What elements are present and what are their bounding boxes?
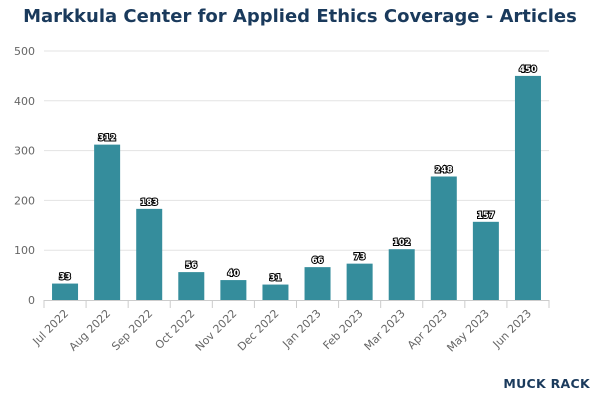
bar — [346, 263, 373, 300]
data-label: 31 — [270, 274, 282, 284]
bar — [304, 267, 331, 300]
data-label: 248 — [435, 165, 453, 175]
bar — [430, 176, 457, 300]
y-tick-label: 300 — [14, 145, 35, 158]
y-tick-label: 100 — [14, 244, 35, 257]
data-label: 183 — [140, 198, 158, 208]
data-label: 450 — [519, 65, 537, 75]
data-label: 40 — [227, 269, 239, 279]
bar — [178, 272, 205, 300]
x-tick-label: Jun 2023 — [490, 307, 534, 351]
bar — [136, 208, 163, 300]
data-label: 56 — [185, 261, 197, 271]
data-label: 157 — [477, 211, 495, 221]
x-tick-label: Jul 2022 — [30, 307, 72, 349]
x-tick-label: Apr 2023 — [405, 307, 450, 352]
data-label: 102 — [393, 238, 411, 248]
x-tick-label: Mar 2023 — [362, 307, 408, 353]
y-tick-label: 200 — [14, 194, 35, 207]
muck-rack-logo: MUCK RACK — [503, 376, 590, 391]
x-tick-label: Jan 2023 — [280, 307, 324, 351]
bar — [388, 249, 415, 300]
data-label: 33 — [59, 273, 71, 283]
bar — [52, 283, 79, 300]
y-tick-label: 500 — [14, 45, 35, 58]
bar — [514, 75, 541, 301]
bar — [472, 221, 499, 300]
data-label: 66 — [312, 256, 324, 266]
bar — [220, 280, 247, 300]
x-tick-label: May 2023 — [444, 307, 492, 355]
x-tick-label: Feb 2023 — [321, 307, 366, 352]
y-tick-label: 400 — [14, 95, 35, 108]
bar — [94, 144, 121, 300]
x-tick-label: Aug 2022 — [67, 307, 114, 354]
y-tick-label: 0 — [28, 294, 35, 307]
x-tick-label: Sep 2022 — [109, 307, 155, 353]
x-tick-label: Nov 2022 — [193, 307, 240, 354]
data-label: 73 — [354, 253, 366, 263]
x-tick-label: Dec 2022 — [235, 307, 282, 354]
data-label: 312 — [98, 134, 116, 144]
bar — [262, 284, 289, 300]
x-tick-label: Oct 2022 — [153, 307, 198, 352]
chart-title: Markkula Center for Applied Ethics Cover… — [23, 6, 577, 27]
